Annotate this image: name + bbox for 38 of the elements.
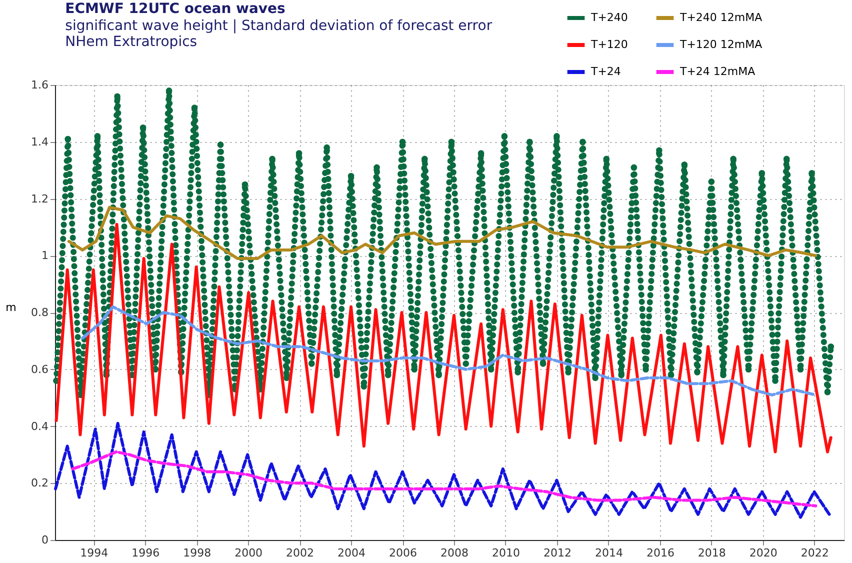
x-tick-label: 2008 [440, 546, 469, 560]
y-tick-label: 0.2 [31, 476, 48, 490]
y-tick-label: 0.6 [31, 362, 48, 376]
y-axis-title: m [6, 301, 16, 314]
x-tick-label: 2012 [543, 546, 572, 560]
x-tick-label: 2010 [492, 546, 520, 560]
chart-subtitle: significant wave height | Standard deviation of forecast error NHem Extratropics [65, 18, 492, 50]
line-series [71, 450, 818, 508]
x-tick-label: 1998 [183, 546, 212, 560]
y-tick-label: 0 [42, 534, 48, 546]
x-tick-label: 2014 [594, 546, 623, 560]
y-tick-label: 1.2 [31, 192, 48, 206]
y-tick-label: 0.4 [31, 420, 48, 433]
legend-label: T+24 [590, 65, 621, 78]
x-tick-label: 1994 [80, 546, 108, 560]
chart-title: ECMWF 12UTC ocean waves [65, 1, 286, 17]
y-tick-label: 0.8 [31, 306, 48, 319]
x-tick-label: 2000 [234, 546, 263, 560]
x-tick-label: 2002 [286, 546, 314, 560]
line-series [54, 422, 831, 519]
y-tick-label: 1 [42, 249, 48, 262]
x-tick-label: 2006 [389, 546, 418, 560]
y-tick-label: 1.4 [31, 135, 48, 148]
line-series [67, 206, 818, 260]
y-tick-label: 1.6 [31, 78, 48, 92]
legend-label: T+240 [590, 11, 628, 24]
line-series [54, 222, 832, 454]
line-series [81, 305, 818, 396]
x-tick-label: 2016 [646, 546, 674, 560]
x-tick-label: 2004 [338, 546, 366, 560]
x-tick-label: 2022 [800, 546, 829, 560]
legend-label: T+120 [590, 38, 628, 51]
legend-label: T+24 12mMA [679, 65, 756, 78]
x-tick-label: 2020 [749, 546, 778, 560]
x-tick-label: 2018 [698, 546, 726, 560]
legend-label: T+240 12mMA [679, 11, 763, 24]
legend-label: T+120 12mMA [679, 38, 763, 51]
x-tick-label: 1996 [132, 546, 160, 560]
